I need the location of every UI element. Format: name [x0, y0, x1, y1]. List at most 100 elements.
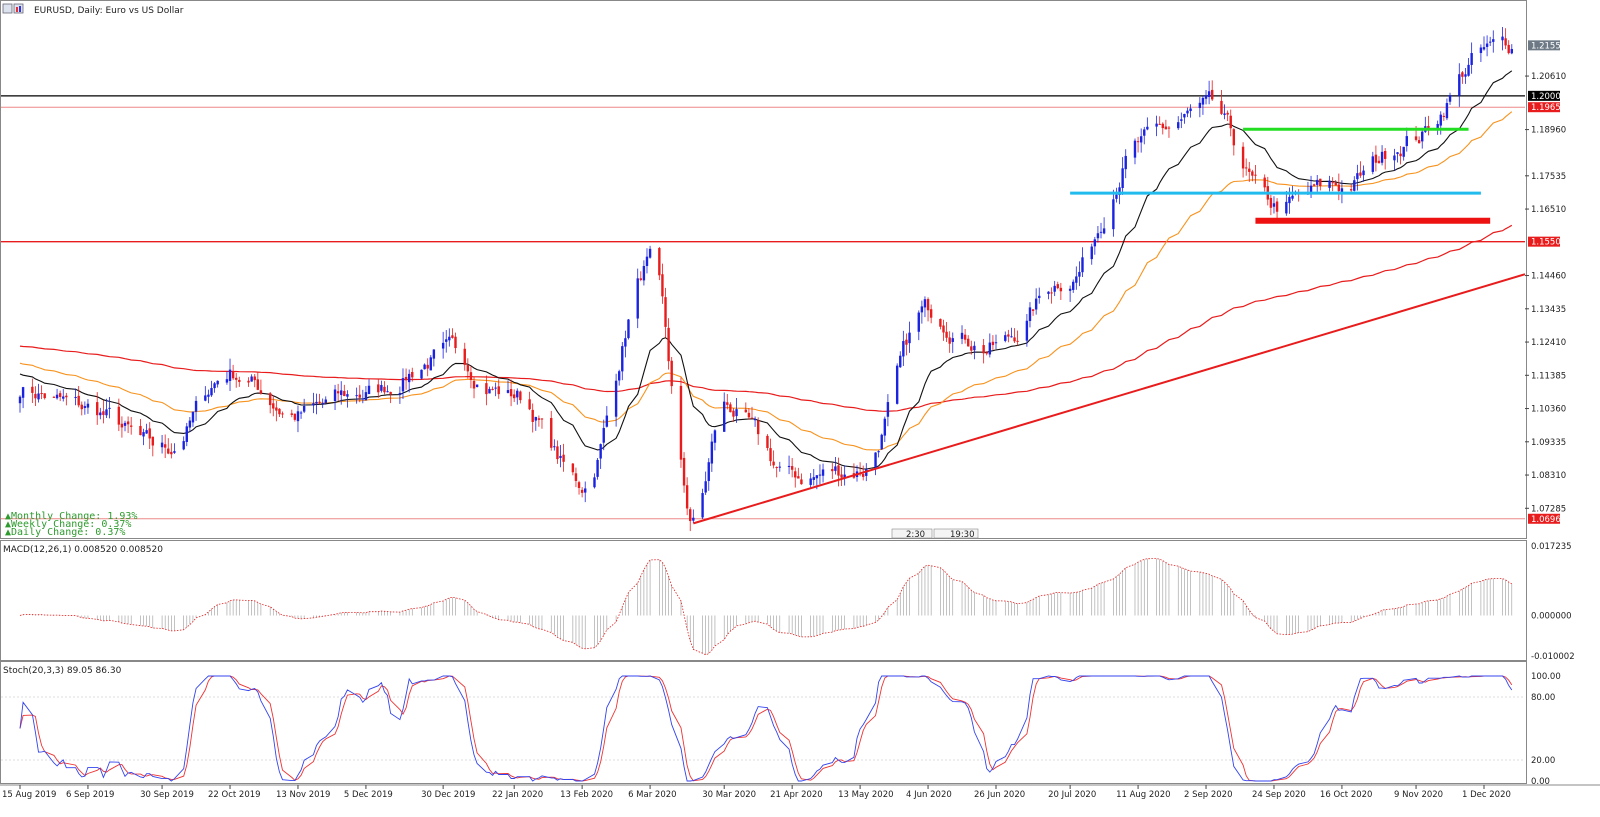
candle-body: [355, 395, 358, 397]
price-tag-bg: [1528, 513, 1560, 524]
price-tick-label-2: 1.18960: [1531, 126, 1566, 136]
candle-body: [670, 360, 673, 387]
candle-body: [290, 413, 293, 415]
price-tick-label-4: 1.16510: [1531, 205, 1566, 215]
candle-body: [880, 434, 883, 450]
time-tick-label-6: 5 Dec 2019: [344, 790, 393, 800]
candle-body: [834, 466, 837, 471]
candle-body: [1183, 113, 1186, 118]
time-tick-label-10: 6 Mar 2020: [628, 790, 676, 800]
candle-body: [163, 444, 167, 448]
candle-body: [1309, 185, 1313, 193]
candle-body: [948, 337, 951, 344]
candle-body: [735, 409, 738, 417]
candle-body: [753, 419, 757, 421]
candle-body: [1025, 320, 1029, 341]
candle-body: [361, 398, 365, 400]
candle-body: [994, 342, 998, 344]
drawn-objects[interactable]: [693, 127, 1526, 525]
candle-body: [454, 336, 457, 349]
candle-body: [250, 376, 253, 382]
candle-body: [225, 379, 229, 383]
price-tag-1: 1.21557: [1531, 41, 1566, 51]
price-tick-label-12: 1.07285: [1531, 504, 1566, 514]
candle-body: [902, 341, 905, 357]
candle-body: [1211, 89, 1214, 100]
candle-body: [679, 385, 683, 460]
candle-body: [899, 355, 902, 368]
restore-icon[interactable]: [2, 3, 13, 14]
price-tag-bg: [1528, 40, 1560, 51]
candle-body: [1124, 155, 1127, 170]
candle-body: [296, 411, 300, 422]
candle-body: [1099, 231, 1103, 233]
candle-body: [642, 265, 646, 281]
candle-body: [1507, 44, 1510, 54]
candle-body: [1031, 309, 1035, 311]
candle-body: [1393, 155, 1396, 161]
candle-body: [537, 418, 541, 420]
candle-body: [445, 339, 448, 342]
candle-body: [194, 400, 198, 412]
candle-body: [661, 274, 664, 297]
time-tick-label-11: 30 Mar 2020: [702, 790, 756, 800]
candle-body: [1263, 177, 1266, 188]
candle-body: [423, 364, 426, 370]
candle-body: [235, 377, 238, 380]
candle-body: [1136, 141, 1140, 143]
candle-body: [185, 426, 188, 442]
candle-body: [247, 380, 250, 383]
candle-body: [1028, 307, 1032, 321]
candle-body: [1013, 337, 1016, 342]
candle-body: [1034, 298, 1038, 310]
candle-body: [170, 451, 173, 455]
candle-body: [617, 371, 621, 381]
candle-body: [1251, 171, 1254, 176]
candle-body: [139, 425, 142, 436]
candle-body: [99, 412, 102, 416]
candle-body: [877, 451, 880, 453]
candle-body: [1115, 194, 1118, 199]
candle-body: [756, 420, 760, 435]
candle-body: [1090, 246, 1093, 260]
session-markers: 2:30 19:30: [891, 528, 979, 540]
price-tick-label-1: 1.20610: [1531, 72, 1566, 82]
candle-body: [466, 365, 470, 372]
candle-body: [599, 444, 602, 459]
candle-body: [117, 406, 121, 425]
candle-body: [40, 393, 43, 395]
candle-body: [1285, 201, 1288, 214]
candle-body: [1417, 140, 1421, 144]
candle-body: [1056, 284, 1059, 289]
candle-body: [74, 396, 77, 398]
time-tick-label-5: 13 Nov 2019: [276, 790, 330, 800]
price-tick-label-11: 1.08310: [1531, 471, 1566, 481]
window-buttons[interactable]: [2, 3, 24, 14]
session-marker-2: 19:30: [950, 530, 975, 540]
candle-body: [645, 256, 649, 267]
candle-body: [624, 338, 627, 347]
candle-body: [343, 390, 346, 397]
candle-body: [973, 345, 976, 351]
candle-body: [1121, 168, 1124, 189]
candle-body: [1272, 203, 1276, 207]
candle-body: [682, 457, 686, 486]
candle-body: [1204, 95, 1208, 99]
time-tick-label-7: 30 Dec 2019: [421, 790, 475, 800]
candle-body: [441, 342, 445, 349]
candle-body: [1510, 48, 1513, 54]
candle-body: [985, 352, 988, 354]
candle-body: [815, 475, 819, 479]
candle-body: [1229, 115, 1232, 129]
candle-body: [821, 469, 825, 476]
candle-body: [1399, 153, 1402, 157]
chart-icon[interactable]: [13, 3, 24, 14]
time-tick-label-3: 30 Sep 2019: [140, 790, 194, 800]
candle-body: [960, 332, 964, 339]
chart-title: EURUSD, Daily: Euro vs US Dollar: [34, 6, 184, 16]
support-trendline: [693, 273, 1526, 525]
macd-axis: 0.017235 0.000000 -0.010002: [1531, 542, 1575, 662]
candle-body: [1180, 119, 1183, 121]
